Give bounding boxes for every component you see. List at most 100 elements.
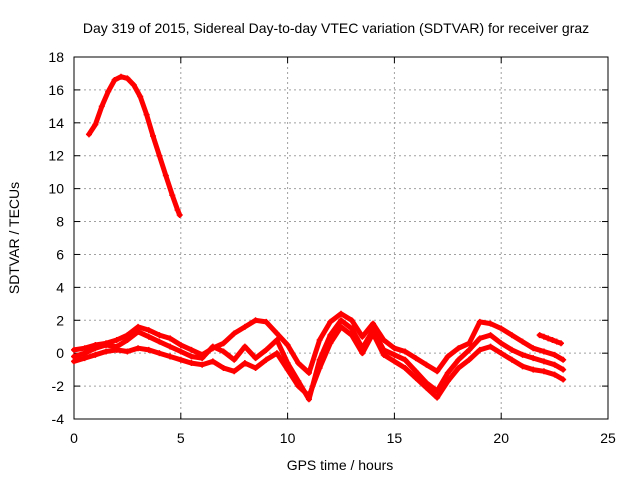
data-point [455, 356, 462, 363]
data-point [156, 152, 163, 159]
x-tick-label: 10 [280, 430, 296, 446]
y-tick-label: -2 [52, 378, 65, 394]
data-point [348, 332, 355, 339]
data-point [199, 361, 206, 368]
x-tick-label: 15 [387, 430, 403, 446]
data-point [476, 346, 483, 353]
data-point [530, 366, 537, 373]
data-point [370, 320, 377, 327]
data-point [113, 346, 120, 353]
data-point [71, 358, 77, 365]
data-point [560, 376, 567, 383]
data-point [177, 341, 184, 348]
series-layer [71, 73, 567, 403]
x-tick-label: 5 [177, 430, 185, 446]
data-point [423, 384, 430, 391]
data-point [231, 330, 238, 337]
data-point [558, 340, 565, 347]
y-tick-label: 8 [56, 214, 64, 230]
data-point [273, 337, 280, 344]
data-point [273, 350, 280, 357]
data-point [156, 338, 163, 345]
data-point [508, 356, 515, 363]
data-point [560, 356, 567, 363]
data-point [167, 353, 174, 360]
y-tick-label: 18 [48, 49, 64, 65]
data-point [145, 346, 152, 353]
data-point [305, 392, 312, 399]
data-point [188, 346, 195, 353]
data-point [81, 355, 88, 362]
data-point [263, 318, 270, 325]
data-point [540, 358, 547, 365]
series-high-track [85, 73, 183, 218]
data-point [487, 332, 494, 339]
data-point [348, 325, 355, 332]
data-point [380, 351, 387, 358]
data-point [263, 346, 270, 353]
series-track-3 [71, 323, 567, 401]
data-point [316, 337, 323, 344]
data-point [391, 351, 398, 358]
data-point [169, 192, 176, 199]
data-point [444, 369, 451, 376]
y-tick-label: 10 [48, 181, 64, 197]
data-point [551, 371, 558, 378]
data-point [498, 340, 505, 347]
data-point [508, 332, 515, 339]
plot-frame [73, 56, 609, 420]
data-point [105, 88, 112, 95]
data-point [434, 368, 441, 375]
data-point [540, 333, 547, 340]
x-axis-label: GPS time / hours [287, 457, 394, 473]
data-point [498, 350, 505, 357]
data-point [498, 325, 505, 332]
data-point [124, 337, 131, 344]
data-point [98, 103, 105, 110]
data-point [402, 364, 409, 371]
data-point [174, 207, 181, 214]
data-point [530, 345, 537, 352]
x-tick-label: 20 [493, 430, 509, 446]
data-point [241, 343, 248, 350]
data-point [370, 330, 377, 337]
data-point [466, 346, 473, 353]
y-tick-label: 16 [48, 82, 64, 98]
data-point [177, 356, 184, 363]
data-point [316, 364, 323, 371]
data-point [124, 75, 131, 82]
data-point [231, 356, 238, 363]
data-point [359, 333, 366, 340]
data-point [252, 317, 259, 324]
data-point [231, 368, 238, 375]
x-axis: 0 5 10 15 20 25 [70, 57, 616, 446]
data-point [162, 172, 169, 179]
series-track-1 [71, 310, 567, 376]
data-point [71, 346, 77, 353]
data-point [412, 374, 419, 381]
data-point [338, 317, 344, 324]
data-point [295, 383, 302, 390]
data-point [284, 341, 291, 348]
data-point [391, 358, 398, 365]
data-point [391, 345, 398, 352]
data-point [273, 330, 280, 337]
x-tick-label: 25 [600, 430, 616, 446]
chart-title: Day 319 of 2015, Sidereal Day-to-day VTE… [83, 20, 589, 36]
data-point [124, 348, 131, 355]
data-point [551, 351, 558, 358]
data-point [156, 350, 163, 357]
y-tick-label: 12 [48, 148, 64, 164]
data-point [412, 355, 419, 362]
data-point [519, 363, 526, 370]
data-point [199, 355, 206, 362]
data-point [545, 335, 552, 342]
data-point [508, 346, 515, 353]
data-point [145, 327, 152, 334]
data-point [402, 348, 409, 355]
data-point [284, 366, 291, 373]
data-point [167, 343, 174, 350]
y-tick-label: 14 [48, 115, 64, 131]
data-point [305, 369, 312, 376]
